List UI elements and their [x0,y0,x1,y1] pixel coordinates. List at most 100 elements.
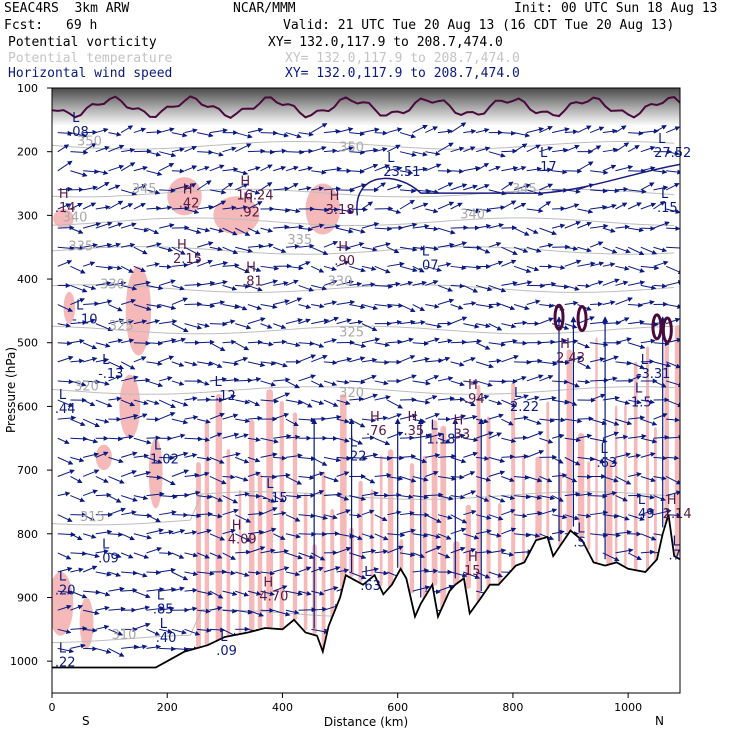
wind-vector [437,298,455,306]
wind-vector [628,227,645,233]
wind-vector [197,570,215,576]
wind-vector [285,165,299,172]
wind-vector [57,456,74,465]
wind-vector [361,265,377,271]
wind-vector [120,189,138,196]
wind-vector [298,590,312,596]
wind-vector [57,144,70,153]
extremum-marker: L [72,111,80,126]
wind-vector [159,304,177,311]
wind-vector [209,552,223,559]
wind-vector [437,356,451,363]
wind-vector [70,418,86,426]
wind-vector [235,399,251,405]
wind-vector [374,395,391,401]
wind-vector [488,358,502,364]
extremum-marker: H [240,174,250,189]
wind-vector [82,142,97,153]
wind-vector [158,399,176,408]
wind-vector [108,571,122,577]
wind-vector [247,166,261,172]
wind-vector [425,303,440,309]
wind-vector [83,589,101,595]
wind-vector [82,437,99,444]
wind-vector [399,355,416,363]
wind-vector [273,148,287,154]
wind-vector [57,437,70,444]
wind-vector [146,262,160,268]
pv-shade-region [303,492,308,631]
wind-vector [361,246,378,252]
wind-vector [615,224,630,230]
theta-contour-label: 335 [68,239,93,254]
wind-vector [513,246,529,253]
forecast-label: Fcst: [4,18,44,33]
wind-vector [184,571,199,577]
wind-vector [640,265,660,271]
pv-shade-region [486,416,491,590]
wind-vector [627,552,642,561]
wind-vector [577,513,592,519]
wind-vector [184,513,202,519]
wind-vector [552,284,570,290]
extremum-marker: H [243,192,253,207]
wind-vector [665,183,680,191]
wind-vector [121,510,137,516]
wind-vector [336,418,350,424]
wind-vector [551,127,570,134]
wind-vector [273,566,290,573]
wind-vector [615,529,632,535]
wind-vector [235,549,252,555]
pv-shade-region [330,508,335,622]
wind-vector [552,379,570,385]
wind-vector [184,301,203,307]
wind-vector [285,208,301,214]
wind-vector [197,437,211,443]
wind-vector [95,145,110,153]
wind-vector [247,590,262,596]
wind-vector [133,571,148,578]
wind-vector [133,552,150,559]
wind-vector [209,300,226,306]
wind-vector [361,567,380,573]
wind-vector [437,338,453,344]
theta-contour-label: 340 [460,208,485,223]
wind-vector [285,514,301,522]
wind-vector [615,125,627,133]
wind-vector [133,437,152,445]
wind-vector [577,261,596,267]
extremum-value: 4.70 [259,590,288,605]
extremum-marker: H [468,378,478,393]
wind-vector [184,227,202,235]
wind-vector [95,280,112,286]
wind-vector [197,241,214,248]
wind-vector [311,246,329,255]
wind-vector [222,474,236,480]
wind-vector [323,566,341,573]
wind-vector [171,418,189,425]
wind-vector [311,399,325,406]
wind-vector [260,548,276,554]
wind-vector [399,528,416,535]
extremum-value: .63 [596,456,617,471]
wind-vector [488,413,504,420]
wind-vector [425,453,441,459]
wind-vector [526,265,540,272]
wind-vector [95,571,112,577]
pv-shade-region [646,346,650,572]
pv-shade-region [52,572,74,636]
wind-vector [120,495,138,502]
wind-vector [615,399,631,406]
pv-shade-region [238,489,242,635]
wind-vector [83,627,98,633]
wind-vector [95,590,111,597]
wind-vector [83,185,98,191]
extremum-marker: L [220,630,228,645]
extremum-value: .90 [334,254,355,269]
wind-vector [158,476,176,486]
extremum-value: .33 [450,427,471,442]
wind-vector [260,495,276,503]
wind-vector [602,128,618,134]
wind-vector [222,508,239,516]
